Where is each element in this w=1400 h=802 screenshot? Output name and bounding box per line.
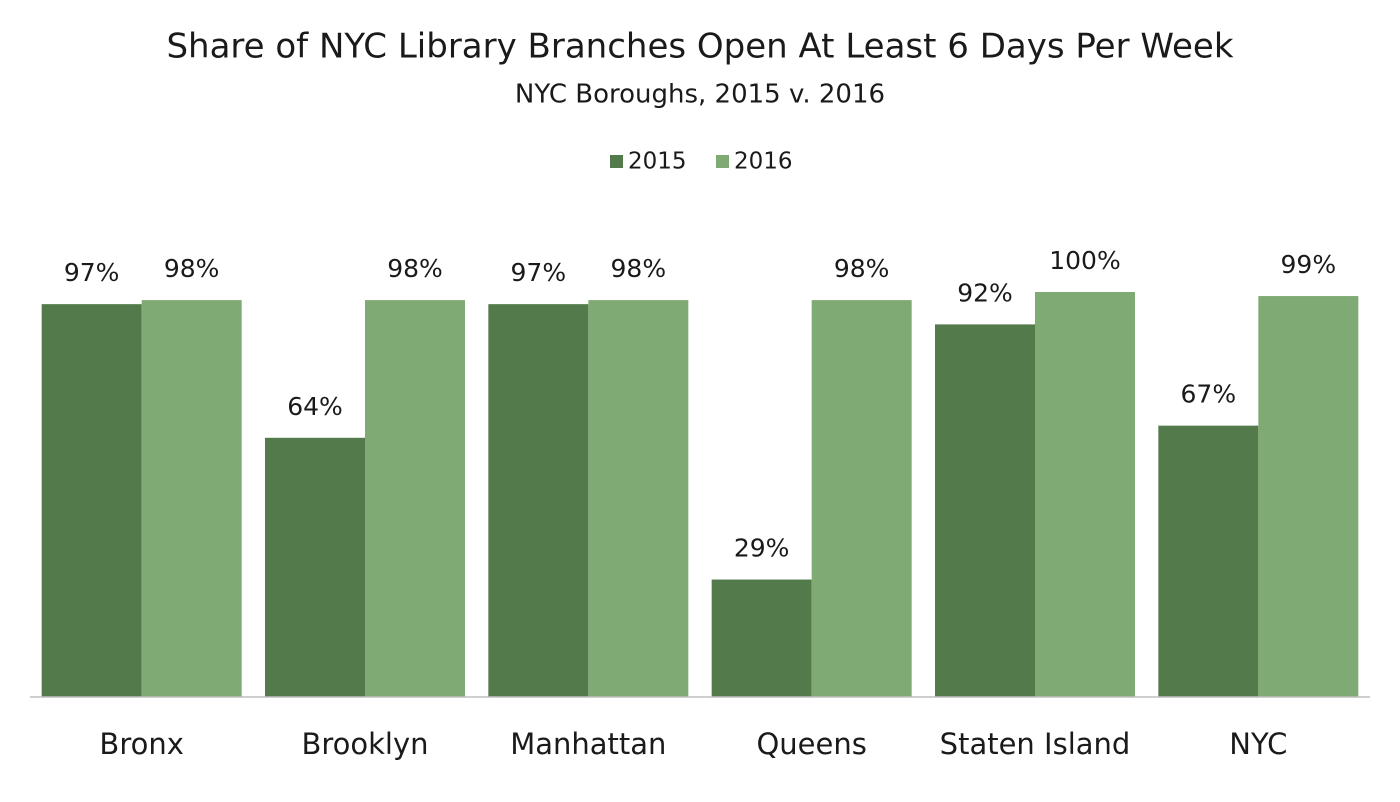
legend-label: 2016 — [734, 149, 793, 175]
x-tick-label: Bronx — [99, 727, 183, 761]
bar — [1258, 296, 1359, 697]
bar — [588, 300, 689, 697]
bar — [365, 300, 465, 697]
bar — [265, 437, 365, 697]
value-label: 100% — [1049, 246, 1120, 275]
value-label: 92% — [957, 278, 1013, 307]
bar — [488, 304, 589, 697]
bar — [1035, 292, 1135, 697]
legend-swatch — [716, 155, 729, 168]
x-tick-label: Staten Island — [940, 727, 1131, 761]
value-label: 64% — [287, 392, 343, 421]
bar — [1158, 425, 1259, 697]
x-tick-label: Brooklyn — [301, 727, 428, 761]
bar — [41, 304, 142, 697]
value-label: 67% — [1181, 380, 1237, 409]
bar — [141, 300, 242, 697]
bar — [811, 300, 912, 697]
legend-label: 2015 — [628, 149, 687, 175]
bar — [935, 324, 1035, 697]
legend-swatch — [610, 155, 623, 168]
value-label: 98% — [164, 254, 220, 283]
value-label: 98% — [611, 254, 667, 283]
value-label: 98% — [834, 254, 890, 283]
chart-subtitle: NYC Boroughs, 2015 v. 2016 — [515, 80, 885, 110]
value-label: 97% — [64, 258, 120, 287]
value-label: 29% — [734, 534, 790, 563]
x-tick-label: NYC — [1229, 727, 1287, 761]
value-label: 99% — [1281, 250, 1337, 279]
value-label: 97% — [511, 258, 567, 287]
bar — [711, 579, 812, 697]
chart-title: Share of NYC Library Branches Open At Le… — [166, 27, 1233, 67]
x-tick-label: Manhattan — [510, 727, 666, 761]
value-label: 98% — [387, 254, 443, 283]
x-tick-label: Queens — [756, 727, 866, 761]
